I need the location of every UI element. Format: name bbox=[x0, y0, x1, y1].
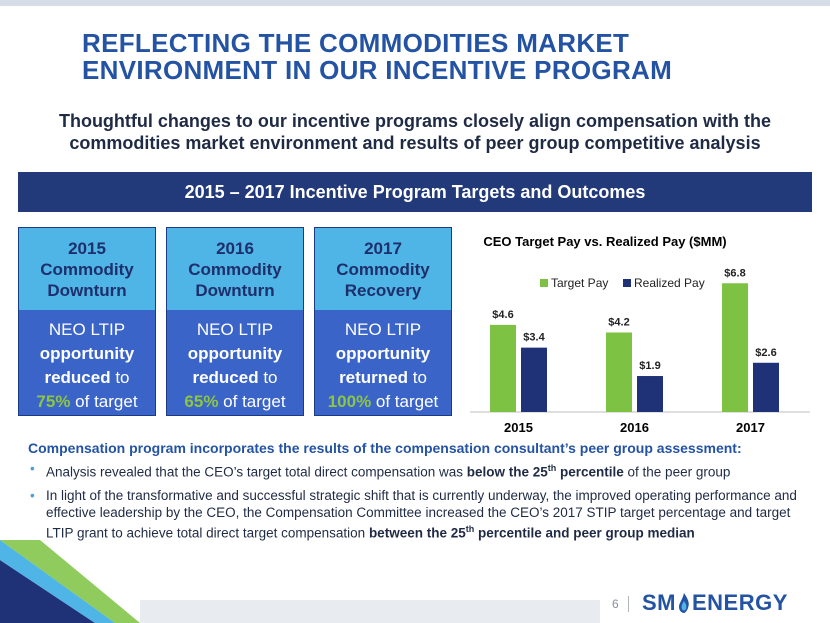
card-2015: 2015 Commodity Downturn NEO LTIP opportu… bbox=[18, 227, 156, 416]
card-2017: 2017 Commodity Recovery NEO LTIP opportu… bbox=[314, 227, 452, 416]
logo-text-right: ENERGY bbox=[692, 590, 788, 615]
bullet-item: In light of the transformative and succe… bbox=[30, 487, 800, 542]
card-rest: of target bbox=[371, 392, 439, 411]
data-label: $3.4 bbox=[523, 332, 545, 344]
card-body: NEO LTIP opportunity returned to 100% of… bbox=[315, 310, 451, 414]
bullet-bold: percentile bbox=[556, 464, 624, 480]
card-line3: Downturn bbox=[47, 280, 127, 300]
data-label: $1.9 bbox=[639, 360, 660, 372]
card-bold: opportunity bbox=[39, 344, 135, 363]
legend-label: Realized Pay bbox=[634, 276, 705, 290]
bullet-sup: th bbox=[465, 523, 475, 534]
card-lead: NEO LTIP bbox=[344, 320, 422, 339]
data-label: $4.2 bbox=[608, 316, 629, 328]
card-year: 2016 bbox=[216, 238, 254, 258]
card-rest: of target bbox=[70, 392, 138, 411]
card-to: to bbox=[110, 368, 130, 387]
card-header: 2017 Commodity Recovery bbox=[315, 228, 451, 310]
slide-subtitle: Thoughtful changes to our incentive prog… bbox=[58, 111, 772, 153]
card-line2: Commodity bbox=[336, 259, 430, 279]
data-label: $2.6 bbox=[755, 347, 776, 359]
card-header: 2016 Commodity Downturn bbox=[167, 228, 303, 310]
data-label: $6.8 bbox=[724, 267, 745, 279]
card-2016: 2016 Commodity Downturn NEO LTIP opportu… bbox=[166, 227, 304, 416]
x-tick-label: 2015 bbox=[504, 420, 533, 435]
ceo-pay-chart: CEO Target Pay vs. Realized Pay ($MM) Tar… bbox=[470, 234, 810, 435]
bar-target-pay bbox=[490, 324, 516, 412]
card-lead: NEO LTIP bbox=[196, 320, 274, 339]
card-header: 2015 Commodity Downturn bbox=[19, 228, 155, 310]
slide-title-line1: REFLECTING THE COMMODITIES MARKET bbox=[82, 28, 630, 58]
card-bold2: returned bbox=[339, 368, 409, 387]
bar-realized-pay bbox=[521, 347, 547, 412]
footer-divider bbox=[628, 596, 629, 612]
card-to: to bbox=[258, 368, 278, 387]
card-body: NEO LTIP opportunity reduced to 65% of t… bbox=[167, 310, 303, 414]
bar-target-pay bbox=[606, 332, 632, 412]
bullet-bold: between the 25 bbox=[368, 525, 466, 540]
top-accent-line bbox=[0, 0, 830, 6]
company-logo: SM ENERGY bbox=[642, 590, 788, 616]
corner-swoosh-decoration bbox=[0, 540, 600, 623]
slide-title: REFLECTING THE COMMODITIES MARKET ENVIRO… bbox=[82, 30, 782, 84]
chart-title: CEO Target Pay vs. Realized Pay ($MM) bbox=[483, 234, 726, 249]
card-to: to bbox=[408, 368, 427, 387]
card-line2: Commodity bbox=[40, 259, 134, 279]
card-year: 2015 bbox=[68, 238, 106, 258]
legend-swatch bbox=[623, 279, 631, 287]
bullet-bold: below the 25 bbox=[466, 464, 548, 480]
bullet-text: Analysis revealed that the CEO’s target … bbox=[46, 464, 467, 480]
compensation-heading: Compensation program incorporates the re… bbox=[28, 440, 742, 456]
page-number: 6 bbox=[612, 597, 619, 611]
bar-target-pay bbox=[722, 283, 748, 412]
legend-label: Target Pay bbox=[551, 276, 608, 290]
card-bold2: reduced bbox=[44, 368, 111, 387]
logo-text-left: SM bbox=[642, 590, 676, 615]
legend-swatch bbox=[540, 279, 548, 287]
card-percent: 65% bbox=[184, 392, 219, 411]
bar-realized-pay bbox=[637, 376, 663, 412]
card-line3: Downturn bbox=[195, 280, 275, 300]
bullet-item: Analysis revealed that the CEO’s target … bbox=[30, 460, 800, 481]
bullet-sup: th bbox=[547, 463, 557, 473]
card-rest: of target bbox=[218, 392, 286, 411]
card-bold2: reduced bbox=[192, 368, 259, 387]
flame-icon bbox=[679, 593, 689, 613]
card-line2: Commodity bbox=[188, 259, 282, 279]
bullet-text: of the peer group bbox=[623, 464, 731, 480]
card-percent: 100% bbox=[327, 392, 372, 411]
card-lead: NEO LTIP bbox=[48, 320, 126, 339]
slide-title-line2: ENVIRONMENT IN OUR INCENTIVE PROGRAM bbox=[82, 55, 673, 85]
card-percent: 75% bbox=[36, 392, 71, 411]
bar-realized-pay bbox=[753, 362, 779, 412]
card-year: 2017 bbox=[364, 238, 402, 258]
card-bold: opportunity bbox=[335, 344, 431, 363]
x-tick-label: 2017 bbox=[736, 420, 765, 435]
x-tick-label: 2016 bbox=[620, 420, 649, 435]
card-bold: opportunity bbox=[187, 344, 283, 363]
bullet-bold: percentile and peer group median bbox=[474, 525, 695, 540]
card-body: NEO LTIP opportunity reduced to 75% of t… bbox=[19, 310, 155, 414]
section-banner: 2015 – 2017 Incentive Program Targets an… bbox=[18, 172, 812, 212]
bullet-text: In light of the transformative and succe… bbox=[46, 487, 797, 541]
data-label: $4.6 bbox=[492, 309, 513, 321]
compensation-bullets: Analysis revealed that the CEO’s target … bbox=[30, 460, 800, 547]
card-line3: Recovery bbox=[344, 280, 422, 300]
